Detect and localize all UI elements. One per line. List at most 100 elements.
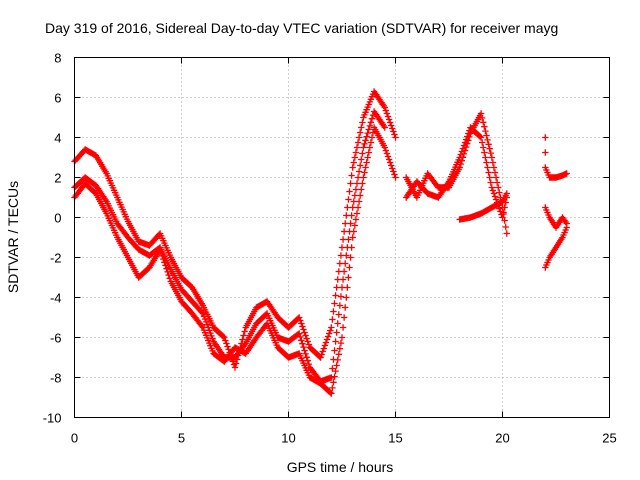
data-point: [320, 345, 328, 352]
data-point: [336, 260, 344, 267]
data-point: [488, 184, 495, 191]
data-point: [297, 317, 304, 324]
data-point: [302, 350, 309, 358]
data-point: [497, 208, 504, 215]
data-point: [355, 198, 363, 205]
data-point: [392, 174, 399, 181]
data-point: [330, 308, 337, 315]
data-point: [350, 159, 357, 166]
data-point: [332, 292, 339, 299]
data-point: [352, 186, 360, 193]
data-point: [162, 262, 169, 269]
data-point: [331, 347, 338, 354]
data-point: [366, 144, 374, 151]
data-point: [304, 338, 311, 345]
data-point: [388, 162, 395, 169]
data-point: [381, 104, 388, 111]
data-point: [480, 144, 487, 151]
data-point: [391, 131, 398, 138]
y-axis-label: SDTVAR / TECUs: [5, 181, 21, 293]
data-point: [563, 220, 570, 227]
data-point: [358, 156, 365, 163]
data-point: [484, 164, 491, 171]
data-point: [350, 228, 357, 235]
data-point: [477, 134, 485, 141]
data-point: [334, 276, 341, 283]
y-tick-label: 6: [54, 91, 61, 106]
data-point: [331, 373, 338, 380]
data-point: [349, 234, 356, 241]
data-point: [305, 360, 313, 368]
data-point: [351, 192, 359, 199]
data-point: [333, 284, 340, 291]
data-point: [342, 304, 349, 311]
data-point: [163, 265, 170, 272]
data-point: [328, 324, 335, 331]
data-point: [325, 330, 333, 337]
data-point: [328, 390, 335, 397]
data-point: [207, 329, 214, 337]
data-point: [362, 164, 369, 171]
data-point: [483, 132, 490, 139]
data-point: [159, 252, 166, 260]
data-point: [503, 230, 510, 237]
data-point: [348, 244, 355, 251]
data-point: [301, 347, 308, 354]
data-point: [493, 179, 501, 186]
data-point: [365, 126, 372, 133]
data-point: [304, 357, 311, 364]
data-point: [362, 137, 369, 144]
data-point: [356, 192, 364, 199]
data-point: [337, 252, 345, 259]
data-point: [481, 149, 488, 156]
data-point: [389, 125, 396, 132]
data-point: [363, 159, 370, 166]
data-point: [348, 172, 355, 179]
x-tick-label: 25: [602, 431, 616, 446]
data-point: [480, 119, 487, 126]
data-point: [486, 145, 493, 152]
data-point: [390, 168, 397, 175]
data-point: [335, 311, 342, 318]
data-point: [342, 220, 349, 227]
data-point: [221, 334, 228, 341]
data-point: [381, 124, 388, 131]
data-point: [386, 159, 394, 166]
y-tick-label: 4: [54, 131, 61, 146]
data-point: [491, 169, 499, 176]
data-point: [329, 384, 336, 392]
data-point: [333, 329, 340, 336]
data-point: [345, 196, 352, 203]
data-point: [384, 153, 392, 160]
data-point: [321, 342, 329, 349]
data-point: [160, 255, 167, 263]
data-point: [300, 326, 307, 333]
data-point: [340, 228, 348, 235]
data-point: [303, 335, 310, 342]
data-point: [478, 139, 486, 146]
data-point: [492, 174, 500, 181]
data-point: [563, 170, 570, 177]
data-point: [354, 174, 362, 181]
data-point: [496, 189, 503, 196]
data-point: [542, 134, 549, 141]
y-tick-label: -8: [50, 371, 62, 386]
data-point: [198, 309, 206, 316]
data-point: [342, 260, 349, 267]
data-point: [327, 389, 334, 396]
data-point: [334, 356, 341, 364]
y-tick-label: 0: [54, 211, 61, 226]
data-point: [166, 275, 173, 282]
data-point: [352, 149, 360, 156]
data-point: [198, 322, 206, 330]
data-point: [355, 168, 363, 175]
data-point: [351, 154, 359, 161]
data-point: [303, 354, 310, 361]
data-point: [492, 196, 500, 203]
chart-title: Day 319 of 2016, Sidereal Day-to-day VTE…: [45, 20, 558, 36]
data-point: [343, 252, 350, 259]
data-point: [384, 113, 392, 120]
data-point: [359, 180, 366, 187]
data-point: [239, 336, 246, 343]
series-track-3: [71, 124, 399, 397]
